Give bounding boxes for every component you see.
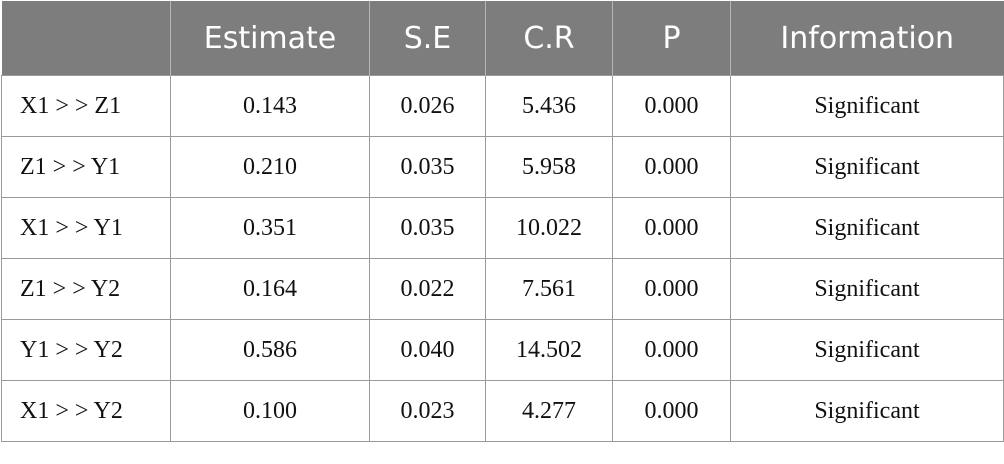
estimate-cell: 0.100	[170, 380, 370, 442]
estimate-cell: 0.143	[170, 75, 370, 137]
path-cell: X1 > > Y1	[1, 197, 171, 259]
header-cell-path	[1, 1, 171, 76]
estimate-cell: 0.351	[170, 197, 370, 259]
table-row: Z1 > > Y1 0.210 0.035 5.958 0.000 Signif…	[1, 136, 1004, 198]
path-cell: Y1 > > Y2	[1, 319, 171, 381]
header-row: Estimate S.E C.R P Information	[1, 1, 1004, 76]
standard-error-cell: 0.023	[369, 380, 486, 442]
estimate-cell: 0.210	[170, 136, 370, 198]
standard-error-cell: 0.035	[369, 136, 486, 198]
information-cell: Significant	[730, 75, 1004, 137]
p-value-cell: 0.000	[612, 75, 731, 137]
p-value-cell: 0.000	[612, 258, 731, 320]
critical-ratio-cell: 14.502	[485, 319, 613, 381]
critical-ratio-cell: 4.277	[485, 380, 613, 442]
table-row: X1 > > Y2 0.100 0.023 4.277 0.000 Signif…	[1, 380, 1004, 442]
table-row: X1 > > Y1 0.351 0.035 10.022 0.000 Signi…	[1, 197, 1004, 259]
table-row: Z1 > > Y2 0.164 0.022 7.561 0.000 Signif…	[1, 258, 1004, 320]
header-cell-information: Information	[730, 1, 1004, 76]
header-cell-estimate: Estimate	[170, 1, 370, 76]
header-cell-standard-error: S.E	[369, 1, 486, 76]
header-cell-p-value: P	[612, 1, 731, 76]
path-cell: X1 > > Y2	[1, 380, 171, 442]
table-row: Y1 > > Y2 0.586 0.040 14.502 0.000 Signi…	[1, 319, 1004, 381]
header-cell-critical-ratio: C.R	[485, 1, 613, 76]
information-cell: Significant	[730, 136, 1004, 198]
p-value-cell: 0.000	[612, 380, 731, 442]
critical-ratio-cell: 7.561	[485, 258, 613, 320]
standard-error-cell: 0.022	[369, 258, 486, 320]
path-cell: X1 > > Z1	[1, 75, 171, 137]
p-value-cell: 0.000	[612, 136, 731, 198]
information-cell: Significant	[730, 380, 1004, 442]
estimate-cell: 0.164	[170, 258, 370, 320]
critical-ratio-cell: 5.436	[485, 75, 613, 137]
path-cell: Z1 > > Y2	[1, 258, 171, 320]
table-row: X1 > > Z1 0.143 0.026 5.436 0.000 Signif…	[1, 75, 1004, 137]
critical-ratio-cell: 10.022	[485, 197, 613, 259]
information-cell: Significant	[730, 319, 1004, 381]
path-coefficients-table: Estimate S.E C.R P Information X1 > > Z1…	[1, 1, 1004, 442]
standard-error-cell: 0.040	[369, 319, 486, 381]
information-cell: Significant	[730, 197, 1004, 259]
estimate-cell: 0.586	[170, 319, 370, 381]
results-table-container: Estimate S.E C.R P Information X1 > > Z1…	[1, 1, 1004, 442]
path-cell: Z1 > > Y1	[1, 136, 171, 198]
standard-error-cell: 0.026	[369, 75, 486, 137]
critical-ratio-cell: 5.958	[485, 136, 613, 198]
standard-error-cell: 0.035	[369, 197, 486, 259]
information-cell: Significant	[730, 258, 1004, 320]
p-value-cell: 0.000	[612, 319, 731, 381]
p-value-cell: 0.000	[612, 197, 731, 259]
